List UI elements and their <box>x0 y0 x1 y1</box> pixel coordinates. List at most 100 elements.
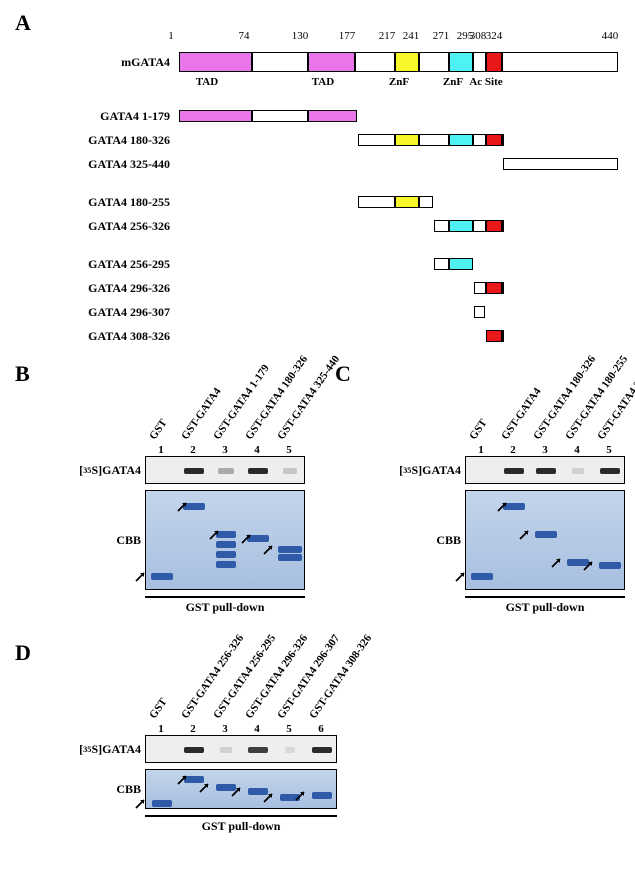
lane-number: 6 <box>318 723 324 735</box>
arrow-icon <box>208 527 222 541</box>
arrow-icon <box>454 569 468 583</box>
lane-label: GST-GATA4 308-326 <box>307 632 374 721</box>
ruler-tick: 177 <box>339 30 356 42</box>
domain-label: ZnF <box>443 76 463 88</box>
lane-number: 3 <box>222 444 228 456</box>
cbb-band <box>278 554 302 561</box>
construct-row: GATA4 180-255 <box>55 192 620 212</box>
domain-segment <box>434 220 449 232</box>
domain-label: ZnF <box>389 76 409 88</box>
construct-row: GATA4 256-326 <box>55 216 620 236</box>
cbb-band <box>312 792 332 799</box>
domain-segment <box>486 134 502 146</box>
cbb-band <box>216 541 236 548</box>
band <box>218 468 234 474</box>
lane-label: GST-GATA4 1-179 <box>211 362 272 442</box>
cbb-gel <box>145 769 337 809</box>
panel-b-content: GST1GST-GATA42GST-GATA4 1-1793GST-GATA4 … <box>145 361 305 615</box>
autoradiograph <box>145 456 305 484</box>
domain-segment <box>179 110 252 122</box>
pulldown-label: GST pull-down <box>465 596 625 615</box>
domain-segment <box>486 282 502 294</box>
construct-label: GATA4 256-326 <box>55 219 178 234</box>
band <box>285 747 295 753</box>
autoradiograph <box>145 735 337 763</box>
arrow-icon <box>550 555 564 569</box>
construct-label: GATA4 325-440 <box>55 157 178 172</box>
domain-segment <box>449 220 473 232</box>
cbb-band <box>216 561 236 568</box>
cbb-band <box>278 546 302 553</box>
lane-number: 3 <box>222 723 228 735</box>
arrow-icon <box>582 558 596 572</box>
ruler: 174130177217241271295308324440 <box>170 30 610 48</box>
ruler-tick: 217 <box>379 30 396 42</box>
domain-segment <box>419 52 449 72</box>
construct-track <box>178 52 618 72</box>
domain-segment <box>419 196 433 208</box>
arrow-icon <box>294 788 308 802</box>
domain-segment <box>395 134 419 146</box>
domain-segment <box>308 52 355 72</box>
domain-segment <box>486 52 502 72</box>
band <box>600 468 620 474</box>
domain-segment <box>355 52 395 72</box>
band <box>184 747 204 753</box>
panel-a-letter: A <box>15 10 31 35</box>
cbb-gel <box>145 490 305 590</box>
panel-a-content: 174130177217241271295308324440 mGATA4TAD… <box>55 30 620 346</box>
lane-number: 2 <box>510 444 516 456</box>
arrow-icon <box>134 569 148 583</box>
construct-list: mGATA4TADTADZnFZnFAc SiteGATA4 1-179GATA… <box>55 52 620 346</box>
cbb-band <box>216 551 236 558</box>
domain-label: Ac Site <box>469 76 502 88</box>
lane-number: 4 <box>254 723 260 735</box>
construct-row: GATA4 325-440 <box>55 154 620 174</box>
lane-number: 5 <box>286 444 292 456</box>
construct-label: GATA4 308-326 <box>55 329 178 344</box>
cbb-label: CBB <box>73 769 141 809</box>
autoradiograph-label: [35S]GATA4 <box>73 456 141 484</box>
domain-segment <box>449 52 473 72</box>
lane-number: 5 <box>286 723 292 735</box>
construct-track <box>178 254 618 274</box>
cbb-band <box>599 562 621 569</box>
construct-label: GATA4 256-295 <box>55 257 178 272</box>
panel-c-content: GST1GST-GATA42GST-GATA4 180-3263GST-GATA… <box>465 361 625 615</box>
arrow-icon <box>198 780 212 794</box>
autoradiograph <box>465 456 625 484</box>
arrow-icon <box>134 796 148 810</box>
construct-row: GATA4 308-326 <box>55 326 620 346</box>
cbb-band <box>152 800 172 807</box>
ruler-tick: 271 <box>433 30 450 42</box>
domain-segment <box>358 196 395 208</box>
domain-label: TAD <box>196 76 218 88</box>
construct-row: GATA4 180-326 <box>55 130 620 150</box>
construct-track <box>178 326 618 346</box>
construct-label: mGATA4 <box>55 55 178 70</box>
domain-segment <box>474 306 485 318</box>
construct-track <box>178 106 618 126</box>
construct-track <box>178 302 618 322</box>
band <box>248 468 268 474</box>
construct-track <box>178 130 618 150</box>
construct-row: GATA4 296-307 <box>55 302 620 322</box>
panel-b-letter: B <box>15 361 30 387</box>
domain-segment <box>486 220 502 232</box>
construct-label: GATA4 1-179 <box>55 109 178 124</box>
domain-segment <box>419 134 449 146</box>
ruler-tick: 74 <box>239 30 250 42</box>
lane-label: GST <box>147 696 169 721</box>
domain-segment <box>395 196 419 208</box>
band <box>248 747 268 753</box>
construct-row: mGATA4 <box>55 52 620 72</box>
domain-segment <box>486 330 502 342</box>
ruler-tick: 440 <box>602 30 619 42</box>
panel-d-content: GST1GST-GATA4 256-3262GST-GATA4 256-2953… <box>145 640 375 834</box>
lane-number: 1 <box>158 444 164 456</box>
band <box>312 747 332 753</box>
domain-segment <box>358 134 395 146</box>
band <box>283 468 297 474</box>
construct-track <box>178 216 618 236</box>
domain-segment <box>503 158 618 170</box>
